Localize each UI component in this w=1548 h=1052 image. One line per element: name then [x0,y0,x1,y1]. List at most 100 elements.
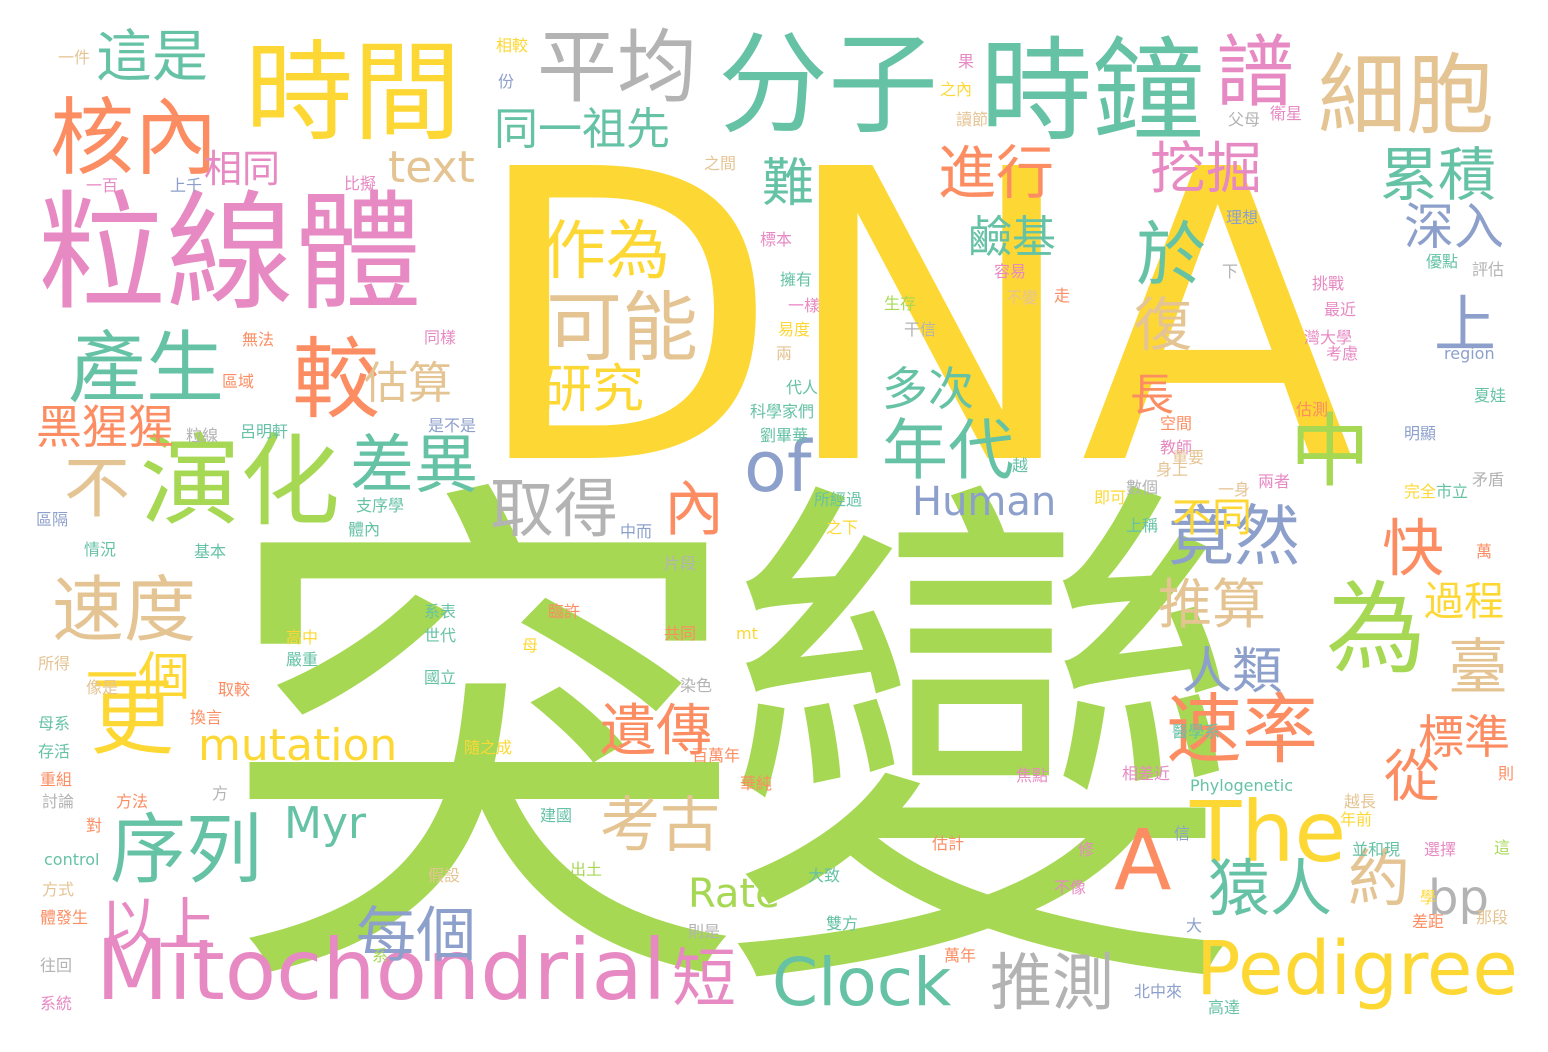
cloud-word: 可能 [546,283,698,372]
cloud-word: 即可 [1094,488,1127,507]
cloud-word: 焦點 [1016,766,1049,785]
cloud-word: 每個 [356,901,476,971]
cloud-word: 隨之成 [464,738,513,757]
cloud-word: 一個 [86,648,191,708]
cloud-word: 內 [664,475,724,545]
cloud-word: 建國 [540,806,573,825]
cloud-word: 易度 [778,320,811,339]
cloud-word: 修 [1078,840,1095,859]
cloud-word: 相差近 [1122,764,1171,783]
cloud-word: 差距 [1412,912,1445,931]
cloud-word: 明顯 [1404,424,1437,443]
cloud-word: 平均 [537,21,697,114]
cloud-word: 國立 [424,668,457,687]
cloud-word: 體發生 [40,908,89,927]
cloud-word: 雙方 [826,914,859,933]
cloud-word: 片段 [664,554,697,573]
cloud-word: Pedigree [1196,926,1518,1012]
cloud-word: 則 [1498,764,1515,783]
cloud-word: 母系 [38,714,71,733]
cloud-word: 標準 [1418,710,1510,764]
cloud-word: Phylogenetic [1190,776,1293,795]
cloud-word: 大致 [808,866,841,885]
cloud-word: 一件 [58,48,91,67]
cloud-word: 空間 [1160,414,1193,433]
cloud-word: 多次 [882,362,974,416]
cloud-word: Clock [772,944,952,1021]
cloud-word: 演化 [140,423,340,540]
cloud-word: 譜 [1216,28,1295,118]
cloud-word: of [744,426,812,508]
cloud-word: 速度 [52,568,197,652]
cloud-word: 走 [1054,286,1071,305]
cloud-word: DNA [470,85,1356,553]
cloud-word: 同一祖先 [494,104,670,155]
cloud-word: 信 [1174,824,1191,843]
cloud-word: 取較 [218,680,251,699]
cloud-word: 為 [1326,571,1426,688]
cloud-word: 中而 [620,522,653,541]
cloud-word: 復 [1134,291,1193,359]
cloud-word: 臺 [1448,633,1508,703]
cloud-word: 區隔 [36,510,69,529]
cloud-word: 猿人 [1208,852,1333,925]
cloud-word: 讀節 [956,110,989,129]
cloud-word: 更 [90,669,175,767]
cloud-word: 衛星 [1270,104,1303,123]
cloud-word: 約 [1348,842,1411,915]
cloud-word: 過程 [1424,579,1504,625]
cloud-word: 估測 [1296,400,1329,419]
cloud-word: 考慮 [1326,344,1359,363]
cloud-word: 不變 [1006,288,1039,307]
cloud-word: 挖掘 [1150,137,1262,202]
cloud-word: 支序學 [356,496,405,515]
cloud-word: 之內 [940,80,973,99]
cloud-word: 粒線 [186,426,219,445]
cloud-word: 年代 [882,412,1014,489]
cloud-word: 高中 [286,628,319,647]
cloud-word: 像是 [86,678,119,697]
cloud-word: 鹼基 [968,212,1056,263]
cloud-word: 討論 [42,792,75,811]
cloud-word: 萬 [1476,542,1493,561]
cloud-word: The [1190,783,1347,881]
cloud-word: 理想 [1226,208,1259,227]
cloud-word: 序列 [110,805,262,894]
cloud-word: 體內 [348,520,381,539]
cloud-word: 重組 [40,770,73,789]
cloud-word: 夏娃 [1474,386,1507,405]
cloud-word: 方式 [42,880,75,899]
cloud-word: 市立 [1436,482,1469,501]
cloud-word: 臨許 [548,602,581,621]
cloud-word: 評估 [1472,260,1505,279]
cloud-word: 進行 [938,139,1055,207]
cloud-word: 不同 [1172,495,1252,541]
cloud-word: 數個 [1126,478,1159,497]
cloud-word: 基本 [194,542,227,561]
cloud-word: 研究 [540,360,645,420]
cloud-word: 干信 [904,320,937,339]
cloud-word: 染色 [680,676,713,695]
cloud-word: 之下 [826,518,859,537]
cloud-word: 母 [522,636,539,655]
cloud-word: 嚴重 [286,650,319,669]
cloud-word: 份 [498,72,515,91]
cloud-word: 推測 [990,946,1115,1019]
cloud-word: 系表 [424,602,457,621]
cloud-word: 並和現 [1352,840,1401,859]
cloud-word: 不 [64,450,130,527]
cloud-word: 灣大學 [1304,328,1353,347]
cloud-word: 一樣 [788,296,821,315]
cloud-word: 時鐘 [980,27,1204,157]
cloud-word: 矛盾 [1472,470,1505,489]
cloud-word: 相較 [496,36,529,55]
cloud-word: 上千 [170,176,203,195]
cloud-word: 劉畢華 [760,426,809,445]
cloud-word: 人類 [1182,642,1282,700]
cloud-word: 是不是 [428,416,477,435]
cloud-word: 區域 [222,372,255,391]
cloud-word: 一身 [1218,480,1251,499]
cloud-word: 華純 [740,774,773,793]
cloud-word: 無法 [242,330,275,349]
